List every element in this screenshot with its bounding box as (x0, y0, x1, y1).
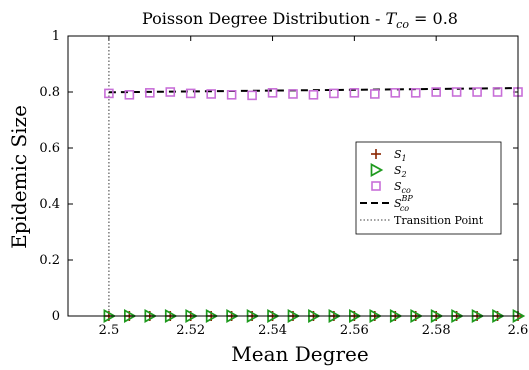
legend-label-s-1: S1 (394, 148, 407, 163)
x-tick-label: 2.6 (508, 323, 529, 338)
legend-symbol-s-1 (371, 149, 381, 159)
point-s-co (431, 87, 441, 97)
legend-label-var: S (394, 148, 402, 161)
legend-label-s-co-bp: SBP co (394, 194, 413, 213)
point-s-co (165, 87, 176, 97)
point-s-co (288, 89, 298, 99)
y-tick-label: 0.2 (39, 253, 60, 268)
legend-label-s-2: S2 (394, 164, 407, 179)
legend-label-var: S (394, 164, 402, 177)
legend-label-sup: BP (401, 194, 414, 203)
plot-frame (67, 35, 519, 317)
point-s-co (206, 89, 216, 99)
chart-title: Poisson Degree Distribution - Tco = 0.8 (142, 9, 458, 31)
x-axis-label: Mean Degree (231, 342, 368, 366)
point-s-co (267, 88, 278, 98)
point-s-co (226, 90, 237, 100)
legend-label-var: S (394, 180, 402, 193)
legend-label-sub: co (400, 204, 409, 213)
y-axis-ticks: 0 0.2 0.4 0.6 0.8 1 (39, 29, 518, 324)
point-s-co (247, 90, 257, 101)
legend-label-s-co: Sco (394, 180, 411, 195)
point-s-co (390, 88, 401, 98)
x-tick-label: 2.5 (99, 323, 120, 338)
point-s-co (104, 88, 114, 99)
x-tick-label: 2.58 (422, 323, 451, 338)
chart-title-var: T (385, 9, 397, 28)
chart-title-sub: co (396, 18, 409, 31)
point-s-co (349, 88, 360, 98)
point-s-co (472, 87, 482, 97)
chart-title-suffix: = 0.8 (409, 9, 458, 28)
legend-label-sub: co (402, 186, 411, 195)
legend-label-transition-point: Transition Point (394, 214, 484, 227)
legend-label-text: Transition Point (394, 214, 484, 227)
point-s-co (185, 88, 196, 99)
point-s-co (308, 90, 319, 100)
point-s-co (145, 88, 155, 98)
y-tick-label: 0 (52, 309, 60, 324)
legend-label-sub: 2 (401, 170, 407, 179)
x-tick-label: 2.52 (176, 323, 205, 338)
point-s-co (124, 90, 135, 100)
legend-symbol-s-2 (370, 163, 384, 177)
legend-symbol-s-co (371, 181, 381, 191)
y-tick-label: 0.4 (39, 197, 60, 212)
point-s-co (370, 89, 380, 99)
legend-label-var: S (394, 197, 402, 210)
y-tick-label: 0.8 (39, 85, 60, 100)
y-axis-label: Epidemic Size (7, 105, 31, 249)
point-s-co (492, 87, 503, 97)
point-s-co (410, 88, 421, 98)
y-tick-label: 0.6 (39, 141, 60, 156)
point-s-co (451, 87, 462, 97)
chart-title-prefix: Poisson Degree Distribution - (142, 9, 385, 28)
x-tick-label: 2.56 (340, 323, 369, 338)
point-s-co (329, 88, 339, 99)
legend-label-sub: 1 (402, 154, 407, 163)
x-tick-label: 2.54 (258, 323, 287, 338)
y-tick-label: 1 (52, 29, 60, 44)
